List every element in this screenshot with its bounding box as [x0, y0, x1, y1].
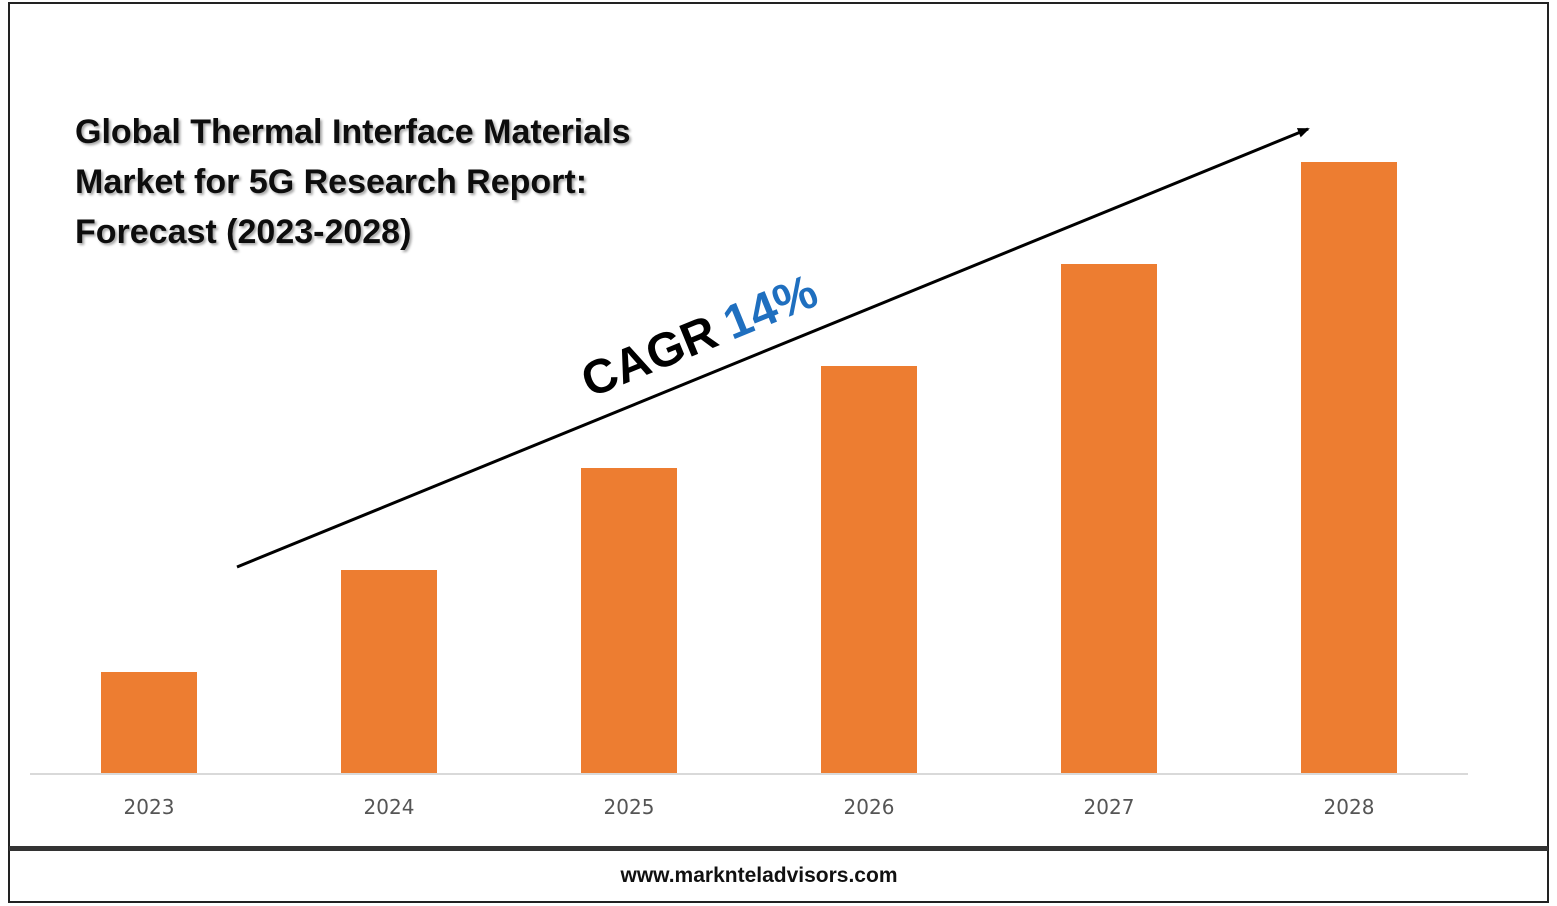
x-tick-label-2024: 2024: [364, 795, 415, 819]
bar-2028: [1301, 162, 1397, 774]
title-line-1: Global Thermal Interface Materials: [75, 113, 631, 151]
footer-separator: [9, 846, 1548, 851]
bar-2027: [1061, 264, 1157, 774]
title-line-2: Market for 5G Research Report:: [75, 163, 587, 201]
bar-series: [101, 162, 1397, 774]
cagr-value: 14%: [716, 265, 825, 350]
outer-border: [8, 2, 1549, 903]
chart-title: Global Thermal Interface Materials Marke…: [75, 113, 631, 251]
x-tick-label-2023: 2023: [124, 795, 175, 819]
x-tick-labels: 2023 2024 2025 2026 2027 2028: [124, 795, 1375, 819]
title-line-3: Forecast (2023-2028): [75, 213, 411, 251]
cagr-annotation: CAGR14%: [574, 265, 825, 408]
bar-2025: [581, 468, 677, 774]
x-tick-label-2027: 2027: [1084, 795, 1135, 819]
x-tick-label-2025: 2025: [604, 795, 655, 819]
x-tick-label-2028: 2028: [1324, 795, 1375, 819]
bar-2026: [821, 366, 917, 774]
bar-2023: [101, 672, 197, 774]
footer-website: www.marknteladvisors.com: [620, 864, 898, 887]
trend-arrow: [236, 127, 1310, 569]
x-tick-label-2026: 2026: [844, 795, 895, 819]
bar-2024: [341, 570, 437, 774]
cagr-label: CAGR: [574, 306, 725, 408]
